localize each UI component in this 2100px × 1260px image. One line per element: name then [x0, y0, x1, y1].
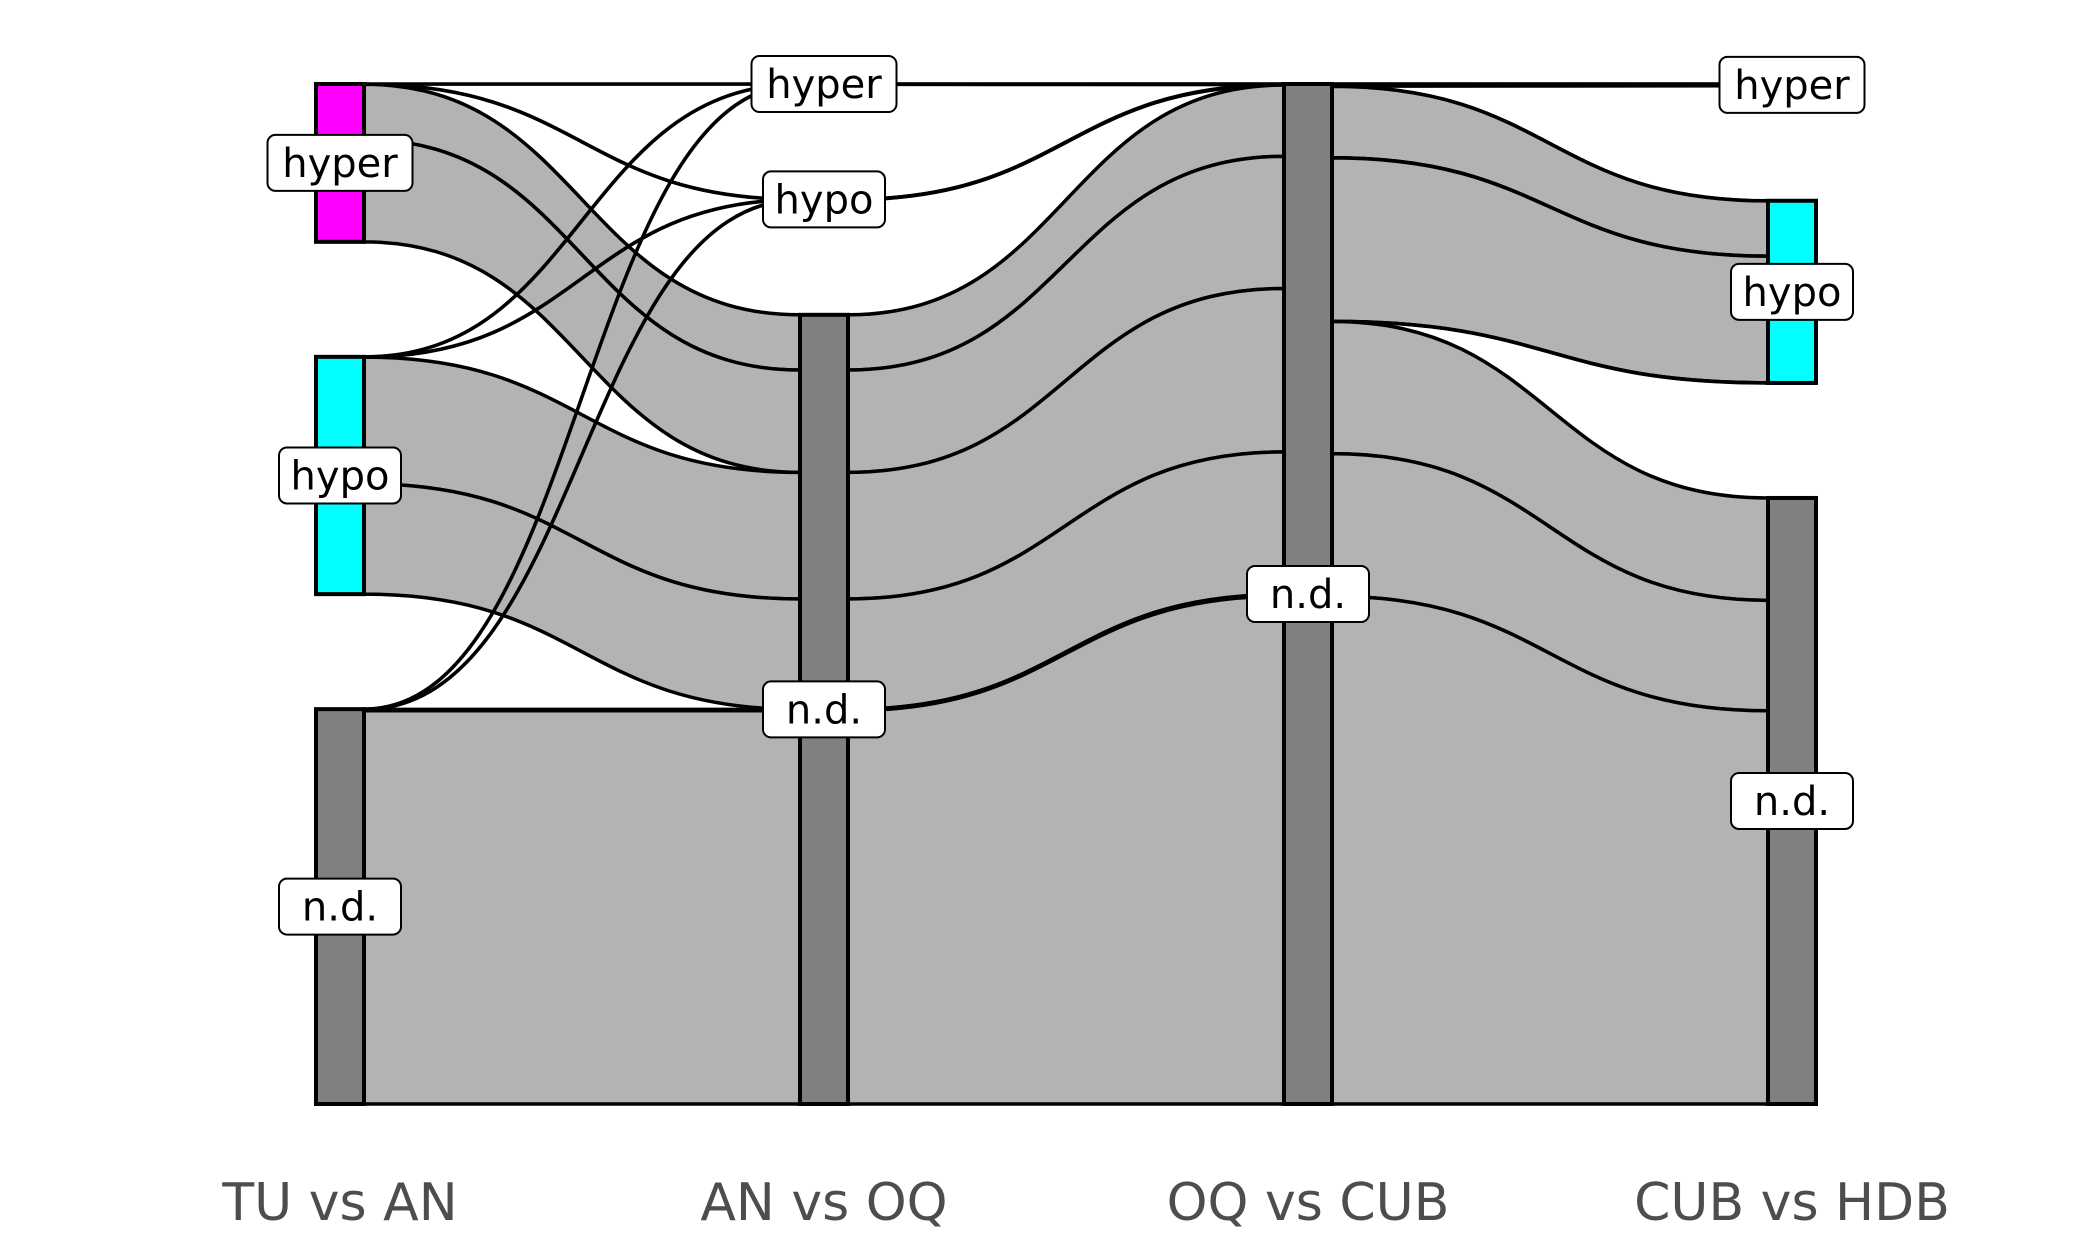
- stratum-label-box: [1730, 771, 1854, 830]
- stratum-label-box: [278, 446, 402, 505]
- stratum-label-box: [762, 680, 886, 739]
- stratum-label-box: [1246, 565, 1370, 623]
- stratum-label-box: [266, 133, 414, 192]
- stratum-label-hypo: hypo: [762, 170, 886, 229]
- stratum-label-nd: n.d.: [762, 680, 886, 739]
- axis-label-3: OQ vs CUB: [1167, 1173, 1450, 1233]
- stratum-label-nd: n.d.: [278, 877, 402, 936]
- stratum-label-nd: n.d.: [1246, 565, 1370, 623]
- stratum-label-text: hyper: [282, 141, 398, 187]
- stratum-label-text: hypo: [291, 453, 390, 499]
- stratum-label-text: hyper: [1734, 63, 1850, 109]
- stratum-label-text: n.d.: [302, 885, 378, 931]
- stratum-label-text: hypo: [775, 177, 874, 223]
- flow-ribbon: [362, 709, 802, 1106]
- stratum-label-hyper: hyper: [266, 133, 414, 192]
- stratum-label-box: [762, 170, 886, 229]
- axis-label-4: CUB vs HDB: [1634, 1173, 1950, 1233]
- stratum-label-text: hypo: [1743, 270, 1842, 316]
- stratum-label-box: [278, 877, 402, 936]
- stratum-label-text: n.d.: [1754, 779, 1830, 825]
- stratum-labels-layer: hyper hypo n.d. hyper hypo n.d. n.d. hyper hypo n…: [266, 55, 1866, 936]
- stratum-label-box: [1718, 55, 1866, 114]
- stratum-label-nd: n.d.: [1730, 771, 1854, 830]
- axis-label-1: TU vs AN: [221, 1173, 457, 1233]
- stratum-label-text: hyper: [766, 62, 882, 108]
- axis-labels-layer: TU vs AN AN vs OQ OQ vs CUB CUB vs HDB: [221, 1173, 1950, 1233]
- stratum-label-text: n.d.: [786, 687, 862, 733]
- stratum-label-box: [750, 55, 898, 113]
- stratum-label-hyper: hyper: [1718, 55, 1866, 114]
- stratum-label-hypo: hypo: [1730, 262, 1854, 321]
- flow-ribbon: [1330, 82, 1770, 89]
- stratum-label-hyper: hyper: [750, 55, 898, 113]
- stratum-label-hypo: hypo: [278, 446, 402, 505]
- stratum-label-box: [1730, 262, 1854, 321]
- stratum-label-text: n.d.: [1270, 572, 1346, 618]
- flows-layer: [362, 82, 1770, 1106]
- axis-label-2: AN vs OQ: [700, 1173, 947, 1233]
